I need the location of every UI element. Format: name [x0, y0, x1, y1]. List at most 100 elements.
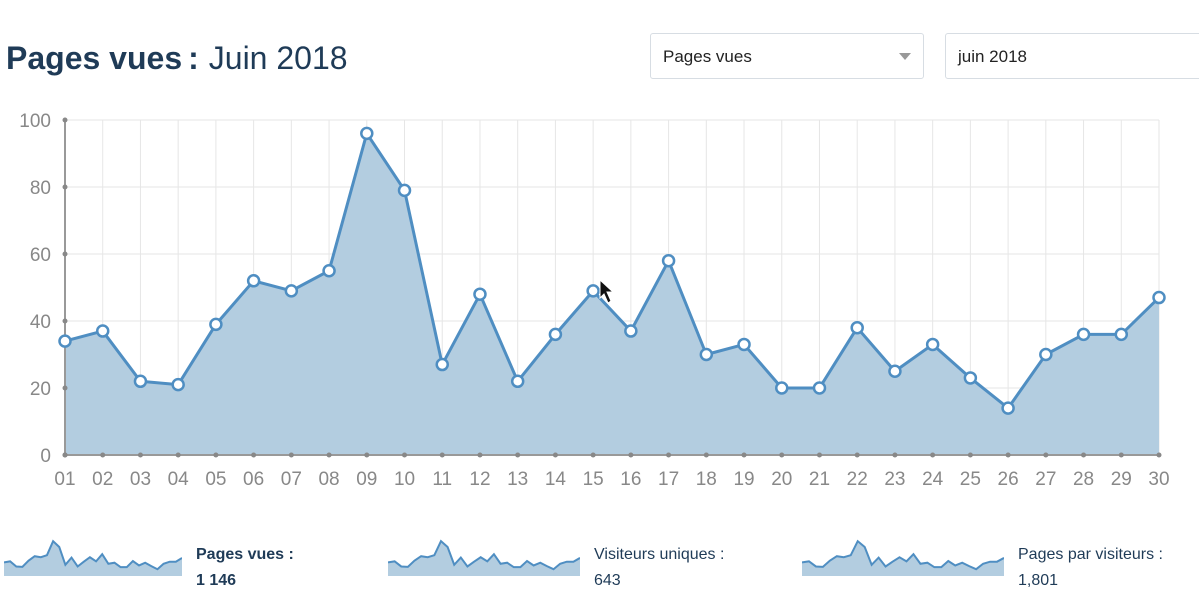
data-point: [661, 253, 676, 268]
x-tick-dot: [967, 452, 973, 458]
x-tick-label: 02: [92, 469, 113, 490]
y-tick-dot: [62, 385, 68, 391]
series-area: [65, 133, 1159, 455]
x-tick-label: 12: [469, 469, 490, 490]
sparkline-icon: [802, 539, 1004, 576]
data-point: [888, 364, 902, 378]
sparkline-icon: [4, 539, 182, 576]
data-point: [397, 183, 412, 198]
x-tick-dot: [930, 452, 936, 458]
x-tick-label: 04: [168, 469, 190, 490]
x-tick-dot: [1118, 452, 1124, 458]
x-tick-label: 24: [922, 469, 944, 490]
data-point: [1001, 401, 1015, 415]
sparkline-line: [388, 539, 580, 571]
y-tick-dot: [62, 318, 68, 324]
x-tick-dot: [402, 452, 408, 458]
x-tick-dot: [515, 452, 521, 458]
data-point: [812, 381, 827, 395]
data-point: [548, 327, 563, 342]
stat-value: 1 146: [196, 572, 237, 589]
data-point: [1039, 347, 1053, 362]
mouse-cursor-icon: [599, 278, 615, 304]
x-tick-label: 26: [998, 469, 1019, 490]
data-point: [1076, 327, 1091, 342]
data-point: [775, 381, 789, 395]
x-tick-label: 06: [243, 469, 264, 490]
page-title: Pages vues: Juin 2018: [6, 40, 348, 77]
x-tick-dot: [213, 452, 219, 458]
data-point: [473, 287, 487, 301]
x-tick-dot: [100, 452, 106, 458]
x-tick-label: 15: [583, 469, 604, 490]
x-tick-dot: [1081, 452, 1087, 458]
y-tick-dot: [62, 184, 68, 190]
x-tick-label: 13: [507, 469, 528, 490]
data-point: [737, 337, 751, 352]
chart-points: [58, 126, 1166, 415]
y-tick-label: 40: [30, 312, 51, 333]
chevron-down-icon: [899, 53, 911, 60]
x-tick-label: 07: [281, 469, 302, 490]
series-line: [64, 131, 1161, 410]
x-tick-label: 25: [960, 469, 981, 490]
x-tick-dot: [552, 452, 558, 458]
x-tick-dot: [439, 452, 445, 458]
sparkline-icon: [388, 539, 580, 576]
x-tick-label: 20: [771, 469, 792, 490]
x-tick-dot: [628, 452, 634, 458]
stat-pages-par-visiteurs: Pages par visiteurs : 1,801: [1018, 542, 1163, 594]
data-point: [699, 347, 714, 362]
title-metric: Pages vues: [6, 40, 183, 76]
x-tick-label: 18: [696, 469, 717, 490]
x-tick-dot: [288, 452, 294, 458]
x-tick-label: 16: [620, 469, 641, 490]
x-axis-ticks: 01 02 03 04 05 06 07 08 09 10 11 12 13 14 15 16 17 18 19 20…: [54, 469, 1169, 490]
x-tick-dot: [816, 452, 822, 458]
data-point: [624, 324, 638, 338]
x-tick-dot: [590, 452, 596, 458]
data-point: [586, 284, 600, 298]
data-point: [171, 377, 185, 392]
metric-select[interactable]: Pages vues: [650, 33, 924, 79]
x-tick-label: 23: [884, 469, 905, 490]
title-month: Juin 2018: [208, 40, 348, 76]
y-tick-dot: [62, 117, 68, 123]
x-tick-label: 08: [318, 469, 339, 490]
title-separator: :: [188, 40, 199, 76]
x-tick-dot: [1156, 452, 1162, 458]
stat-value: 643: [594, 572, 621, 589]
data-point: [1114, 327, 1129, 342]
x-tick-dot: [137, 452, 143, 458]
data-point: [1152, 290, 1166, 305]
x-tick-label: 28: [1073, 469, 1094, 490]
month-select[interactable]: juin 2018: [945, 33, 1199, 79]
sparkline-line: [802, 539, 1004, 571]
sparkline-area: [4, 541, 182, 576]
x-tick-label: 29: [1111, 469, 1132, 490]
x-tick-label: 22: [847, 469, 868, 490]
x-tick-label: 21: [809, 469, 830, 490]
x-tick-label: 30: [1148, 469, 1169, 490]
data-point: [58, 334, 72, 348]
metric-select-value: Pages vues: [663, 47, 752, 66]
data-point: [435, 357, 449, 372]
x-tick-dot: [741, 452, 747, 458]
data-point: [95, 324, 110, 338]
x-tick-label: 27: [1035, 469, 1056, 490]
month-select-value: juin 2018: [958, 47, 1028, 66]
data-point: [850, 320, 864, 335]
data-point: [925, 337, 940, 352]
sparkline-line: [4, 539, 182, 571]
x-tick-label: 05: [205, 469, 226, 490]
data-point: [246, 274, 261, 288]
x-tick-dot: [703, 452, 709, 458]
chart-axes: [62, 117, 1162, 458]
x-tick-label: 03: [130, 469, 151, 490]
data-point: [284, 284, 299, 298]
x-tick-dot: [1043, 452, 1049, 458]
stat-label: Visiteurs uniques :: [594, 546, 725, 563]
y-tick-label: 60: [30, 245, 51, 266]
x-tick-dot: [477, 452, 483, 458]
x-tick-dot: [326, 452, 332, 458]
